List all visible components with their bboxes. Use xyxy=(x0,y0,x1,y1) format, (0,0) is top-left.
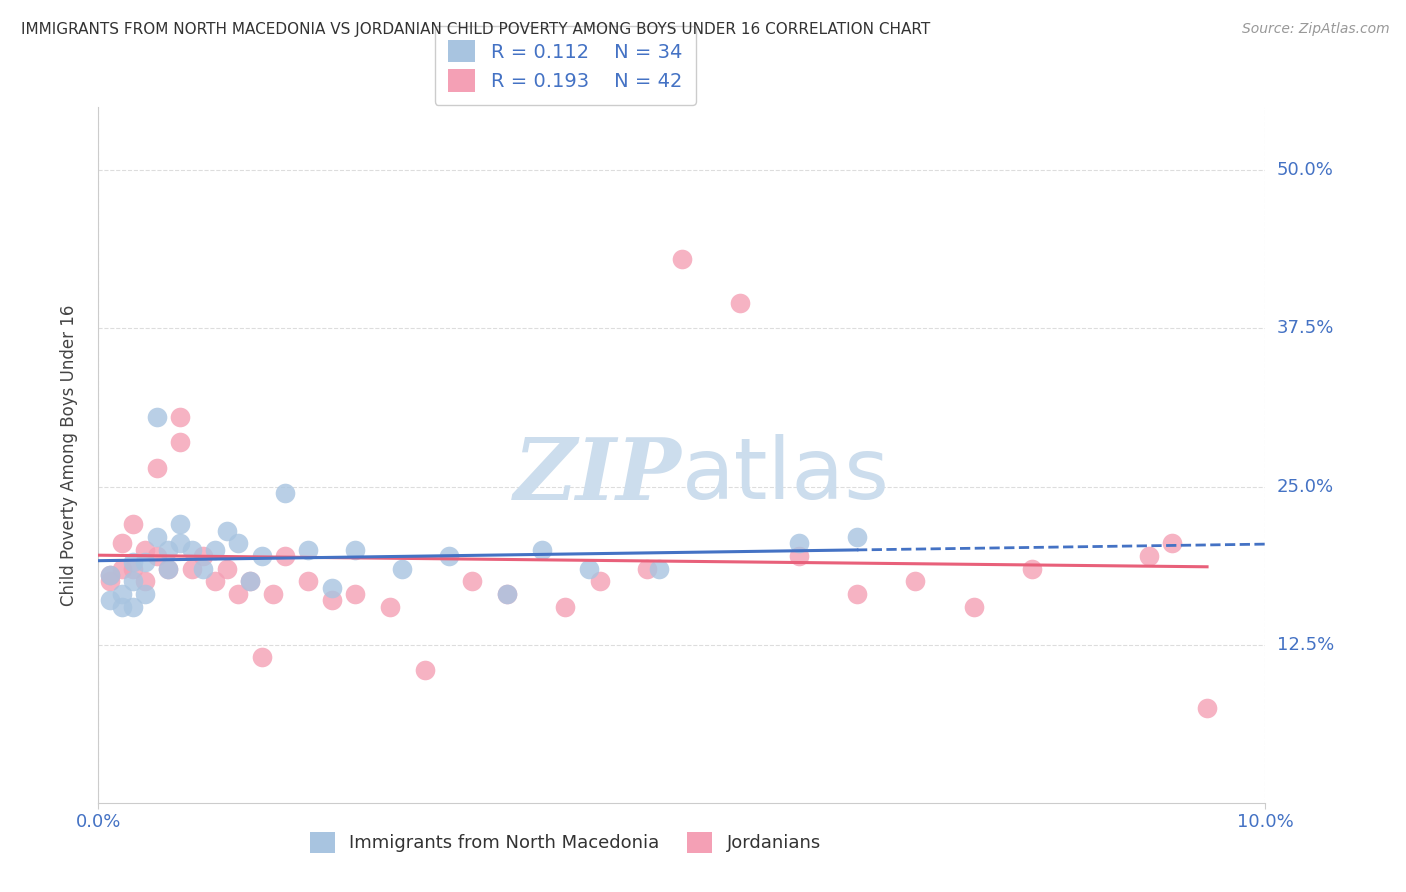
Point xyxy=(1137,549,1160,563)
Point xyxy=(274,486,297,500)
Text: ZIP: ZIP xyxy=(515,434,682,517)
Point xyxy=(239,574,262,589)
Text: 50.0%: 50.0% xyxy=(1277,161,1333,179)
Point xyxy=(413,663,436,677)
Point xyxy=(1195,701,1218,715)
Point xyxy=(98,568,121,582)
Text: 12.5%: 12.5% xyxy=(1277,636,1334,654)
Point xyxy=(146,530,169,544)
Point xyxy=(146,549,169,563)
Point xyxy=(1161,536,1184,550)
Text: IMMIGRANTS FROM NORTH MACEDONIA VS JORDANIAN CHILD POVERTY AMONG BOYS UNDER 16 C: IMMIGRANTS FROM NORTH MACEDONIA VS JORDA… xyxy=(21,22,931,37)
Point xyxy=(180,562,202,576)
Point xyxy=(671,252,693,266)
Point xyxy=(496,587,519,601)
Text: Source: ZipAtlas.com: Source: ZipAtlas.com xyxy=(1241,22,1389,37)
Point xyxy=(193,562,215,576)
Point xyxy=(239,574,262,589)
Point xyxy=(636,562,658,576)
Point xyxy=(204,542,226,557)
Point xyxy=(98,574,121,589)
Point xyxy=(157,542,180,557)
Point xyxy=(180,542,202,557)
Point xyxy=(111,599,134,614)
Point xyxy=(111,536,134,550)
Point xyxy=(380,599,402,614)
Y-axis label: Child Poverty Among Boys Under 16: Child Poverty Among Boys Under 16 xyxy=(59,304,77,606)
Point xyxy=(134,542,156,557)
Point xyxy=(461,574,484,589)
Point xyxy=(228,587,250,601)
Point xyxy=(274,549,297,563)
Point xyxy=(846,587,869,601)
Point xyxy=(846,530,869,544)
Point xyxy=(787,536,810,550)
Point xyxy=(344,587,367,601)
Text: 37.5%: 37.5% xyxy=(1277,319,1334,337)
Point xyxy=(321,593,343,607)
Point xyxy=(496,587,519,601)
Point xyxy=(589,574,612,589)
Point xyxy=(98,568,121,582)
Point xyxy=(169,435,191,450)
Point xyxy=(215,524,238,538)
Point xyxy=(111,587,134,601)
Point xyxy=(157,562,180,576)
Point xyxy=(578,562,600,576)
Point xyxy=(169,409,191,424)
Point xyxy=(530,542,553,557)
Point xyxy=(554,599,576,614)
Text: 25.0%: 25.0% xyxy=(1277,477,1334,496)
Point xyxy=(122,517,145,532)
Point xyxy=(146,460,169,475)
Point xyxy=(215,562,238,576)
Point xyxy=(904,574,927,589)
Point xyxy=(98,593,121,607)
Point xyxy=(122,574,145,589)
Point xyxy=(250,549,273,563)
Point xyxy=(962,599,984,614)
Point xyxy=(204,574,226,589)
Point xyxy=(122,556,145,570)
Point xyxy=(193,549,215,563)
Point xyxy=(647,562,669,576)
Point xyxy=(111,562,134,576)
Point xyxy=(134,587,156,601)
Point xyxy=(157,562,180,576)
Point xyxy=(297,574,319,589)
Point xyxy=(122,562,145,576)
Point xyxy=(122,599,145,614)
Text: atlas: atlas xyxy=(682,434,890,517)
Point xyxy=(146,409,169,424)
Point xyxy=(344,542,367,557)
Point xyxy=(321,581,343,595)
Point xyxy=(391,562,413,576)
Point xyxy=(437,549,460,563)
Point xyxy=(1021,562,1043,576)
Point xyxy=(730,296,752,310)
Point xyxy=(134,574,156,589)
Point xyxy=(169,536,191,550)
Point xyxy=(262,587,284,601)
Point xyxy=(297,542,319,557)
Point xyxy=(250,650,273,665)
Point xyxy=(787,549,810,563)
Point xyxy=(228,536,250,550)
Legend: Immigrants from North Macedonia, Jordanians: Immigrants from North Macedonia, Jordani… xyxy=(299,821,831,863)
Point xyxy=(134,556,156,570)
Point xyxy=(169,517,191,532)
